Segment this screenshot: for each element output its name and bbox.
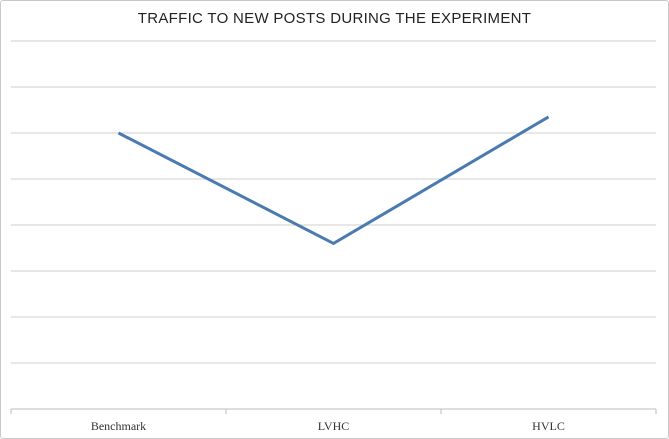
chart-title: TRAFFIC TO NEW POSTS DURING THE EXPERIME… bbox=[137, 10, 532, 27]
x-axis: Benchmark LVHC HVLC bbox=[10, 409, 657, 433]
series-layer bbox=[117, 115, 550, 246]
gridlines bbox=[11, 40, 656, 410]
x-tick-label-benchmark: Benchmark bbox=[91, 419, 146, 433]
series-line-0 bbox=[117, 115, 550, 246]
x-tick-label-lvhc: LVHC bbox=[318, 419, 350, 433]
x-tick-label-hvlc: HVLC bbox=[532, 419, 565, 433]
